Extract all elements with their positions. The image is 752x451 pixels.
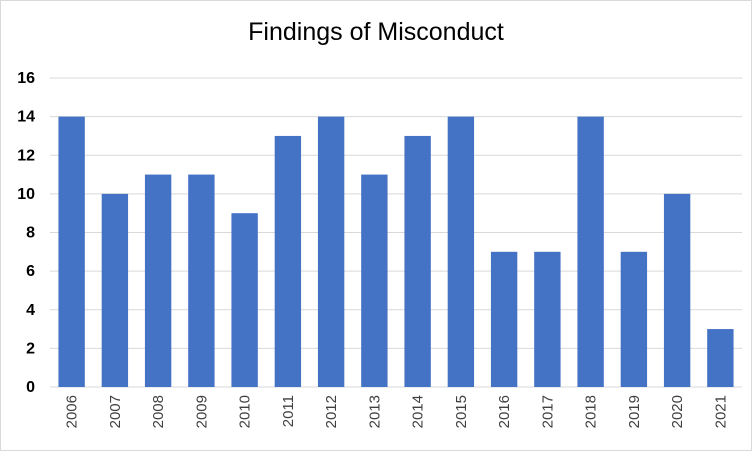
x-tick-label: 2014	[410, 395, 427, 428]
x-tick-label: 2007	[107, 395, 124, 428]
bar-2018	[577, 116, 604, 387]
bar-2011	[274, 135, 302, 387]
x-tick-labels: 2006 2007 2008 2009 2010 2011 2012 2013 2014 2015…	[64, 395, 730, 428]
x-tick-label: 2010	[237, 395, 254, 428]
x-tick-label: 2018	[583, 395, 600, 428]
bar-2009	[188, 174, 215, 387]
x-tick-label: 2016	[496, 395, 513, 428]
x-tick-label: 2015	[453, 395, 470, 428]
bar-2019	[620, 251, 648, 387]
y-tick-label: 2	[26, 340, 35, 357]
bar-2020	[663, 193, 691, 387]
bar-2014	[404, 135, 431, 387]
x-tick-label: 2009	[193, 395, 210, 428]
y-tick-label: 16	[17, 70, 35, 87]
bar-2015	[447, 116, 475, 387]
x-tick-label: 2021	[712, 395, 729, 428]
x-tick-label: 2012	[323, 395, 340, 428]
bar-2013	[361, 174, 388, 387]
y-tick-label: 14	[17, 109, 35, 126]
x-tick-label: 2011	[280, 395, 297, 427]
y-tick-labels: 0 2 4 6 8 10 12 14 16	[17, 70, 35, 396]
bar-2006	[58, 116, 85, 387]
x-tick-label: 2013	[366, 395, 383, 428]
bar-2016	[490, 251, 518, 387]
x-tick-label: 2006	[64, 395, 81, 428]
x-tick-label: 2008	[150, 395, 167, 428]
bar-2008	[144, 174, 172, 387]
y-tick-label: 12	[17, 147, 35, 164]
chart-title: Findings of Misconduct	[248, 18, 504, 46]
bar-2007	[101, 193, 129, 387]
bar-2012	[317, 116, 345, 387]
bars	[58, 116, 734, 387]
y-tick-label: 10	[17, 186, 35, 203]
bar-2017	[534, 251, 561, 387]
y-tick-label: 8	[26, 225, 35, 242]
x-tick-label: 2019	[626, 395, 643, 428]
x-tick-label: 2017	[539, 395, 556, 428]
y-tick-label: 0	[26, 379, 35, 396]
x-tick-label: 2020	[669, 395, 686, 428]
y-tick-label: 6	[26, 263, 35, 280]
bar-2010	[231, 213, 258, 387]
y-tick-label: 4	[26, 302, 35, 319]
bar-2021	[707, 329, 734, 387]
